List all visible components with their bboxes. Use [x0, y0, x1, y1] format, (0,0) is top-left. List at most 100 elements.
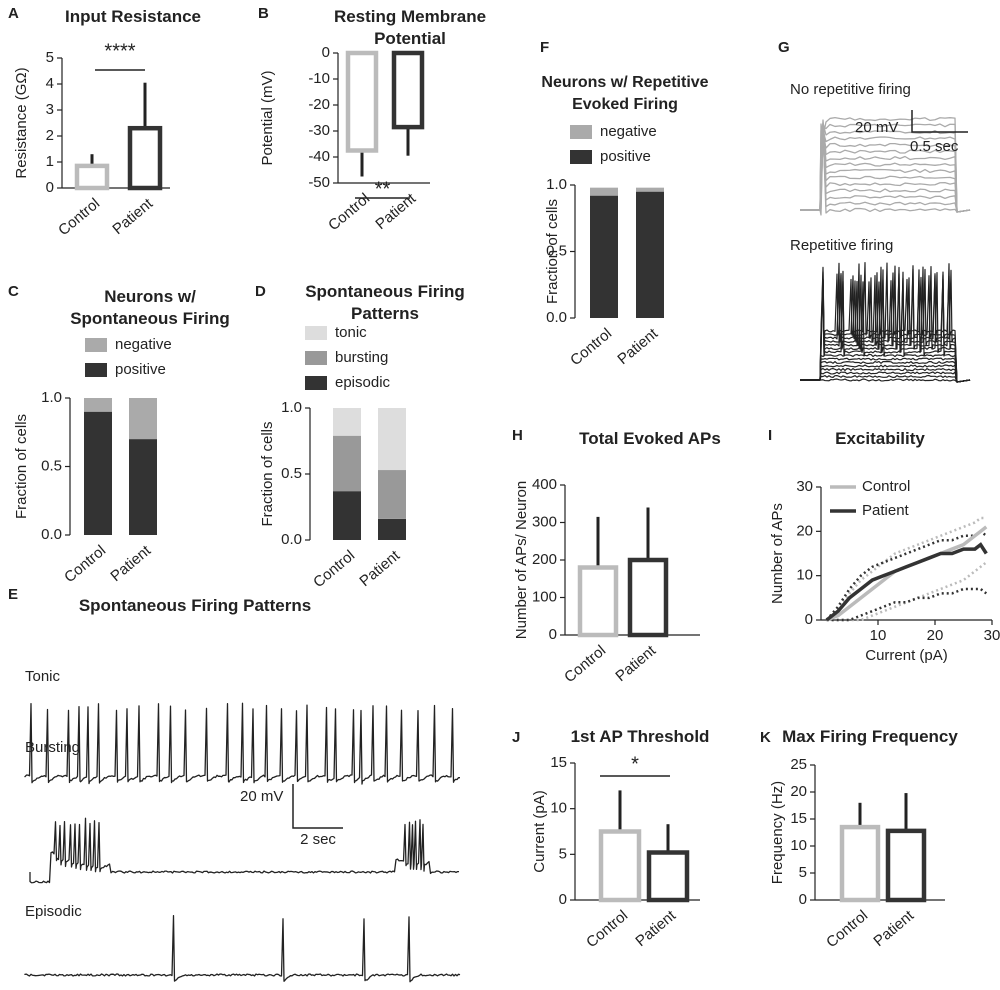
x-tick-label: 30	[984, 627, 1000, 644]
series-line	[826, 525, 988, 622]
y-tick-label: 5	[46, 49, 54, 66]
legend-label: bursting	[335, 349, 388, 366]
voltage-trace	[800, 132, 971, 213]
legend-label: tonic	[335, 324, 367, 341]
y-tick-label: 2	[46, 127, 54, 144]
x-tick-label: Patient	[870, 907, 917, 951]
y-tick-label: 5	[799, 864, 807, 881]
bar-segment	[378, 470, 406, 519]
chart-title-box: Max Firing Frequency	[782, 727, 958, 746]
chart-title-box: Neurons w/ Spontaneous Firing	[70, 287, 230, 328]
scale-bar	[292, 784, 343, 829]
y-tick-label: -20	[308, 96, 330, 113]
chart-title: Excitability	[835, 429, 925, 448]
bar	[646, 850, 690, 903]
legend-swatch	[305, 326, 327, 340]
y-tick-label: 0	[549, 626, 557, 643]
band-line	[826, 561, 988, 622]
panel-letter: D	[255, 283, 266, 300]
bar-segment	[378, 408, 406, 471]
bar-segment	[378, 518, 406, 540]
legend-swatch	[570, 150, 592, 164]
x-tick-label: Patient	[356, 547, 403, 591]
voltage-trace	[800, 261, 971, 383]
voltage-trace	[800, 266, 971, 383]
y-tick-label: 30	[796, 478, 813, 495]
chart-title: Total Evoked APs	[579, 429, 721, 448]
voltage-trace	[800, 374, 971, 383]
panel-letter: G	[778, 39, 790, 56]
x-tick-label: Control	[55, 195, 103, 239]
y-tick-label: 300	[532, 513, 557, 530]
voltage-trace	[800, 360, 971, 383]
y-axis-label: Fraction of cells	[259, 421, 276, 526]
voltage-trace	[800, 364, 971, 383]
bar	[598, 829, 642, 903]
voltage-trace	[800, 353, 971, 383]
legend-label: Control	[862, 478, 910, 495]
panel-letter: I	[768, 427, 772, 444]
y-tick-label: 4	[46, 75, 54, 92]
y-tick-label: 0.5	[546, 242, 567, 259]
significance: **	[375, 178, 391, 200]
bar	[345, 50, 379, 153]
y-tick-label: 1.0	[41, 389, 62, 406]
voltage-trace	[800, 139, 971, 213]
voltage-trace	[800, 133, 971, 213]
y-tick-label: 25	[790, 756, 807, 773]
bar-segment	[129, 439, 157, 535]
x-tick-label: Control	[583, 907, 631, 951]
voltage-trace	[800, 266, 971, 383]
voltage-trace	[800, 136, 971, 213]
chart-title-box: Input Resistance	[64, 7, 202, 26]
voltage-trace	[800, 125, 971, 213]
y-axis-label: Fraction of cells	[13, 414, 30, 519]
scale-label: 20 mV	[855, 119, 898, 136]
chart-title-box: Excitability	[835, 429, 925, 448]
legend-label: episodic	[335, 374, 391, 391]
y-tick-label: 1.0	[546, 176, 567, 193]
voltage-trace	[800, 367, 971, 383]
bar	[839, 824, 881, 903]
chart-title-box: Spontaneous Firing Patterns	[79, 596, 311, 615]
bar-segment	[590, 195, 618, 318]
voltage-trace	[800, 357, 971, 383]
x-tick-label: Patient	[612, 642, 659, 686]
y-tick-label: -30	[308, 122, 330, 139]
bar-segment	[636, 191, 664, 318]
bar-segment	[333, 491, 361, 540]
voltage-trace	[24, 702, 461, 785]
chart-title: 1st AP Threshold	[570, 727, 710, 746]
y-axis-label: Resistance (GΩ)	[13, 67, 30, 178]
panel-letter: F	[540, 39, 549, 56]
y-tick-label: 10	[796, 567, 813, 584]
x-tick-label: Patient	[109, 195, 156, 239]
y-tick-label: 20	[796, 522, 813, 539]
bar-segment	[590, 187, 618, 196]
legend-label: Patient	[862, 502, 910, 519]
trace-label: No repetitive firing	[790, 81, 911, 98]
voltage-trace	[24, 914, 461, 983]
trace-label: Tonic	[25, 668, 61, 685]
y-tick-label: 0.0	[546, 309, 567, 326]
y-tick-label: 100	[532, 588, 557, 605]
x-tick-label: Patient	[614, 325, 661, 369]
y-tick-label: 15	[550, 754, 567, 771]
chart-title: Max Firing Frequency	[782, 727, 958, 746]
traces	[24, 702, 461, 983]
bar-segment	[84, 398, 112, 412]
voltage-trace	[800, 262, 971, 383]
voltage-trace	[800, 127, 971, 216]
chart-title: Resting Membrane Potential	[333, 7, 487, 48]
legend-swatch	[85, 363, 107, 377]
panel-letter: C	[8, 283, 19, 300]
y-axis-label: Current (pA)	[531, 790, 548, 873]
y-tick-label: 0	[559, 891, 567, 908]
voltage-trace	[800, 130, 971, 213]
y-axis-label: Number of APs/ Neuron	[513, 481, 530, 639]
scale-label: 2 sec	[300, 831, 336, 848]
scale-label: 0.5 sec	[910, 138, 959, 155]
traces	[800, 116, 971, 383]
chart-title: Input Resistance	[64, 7, 202, 26]
